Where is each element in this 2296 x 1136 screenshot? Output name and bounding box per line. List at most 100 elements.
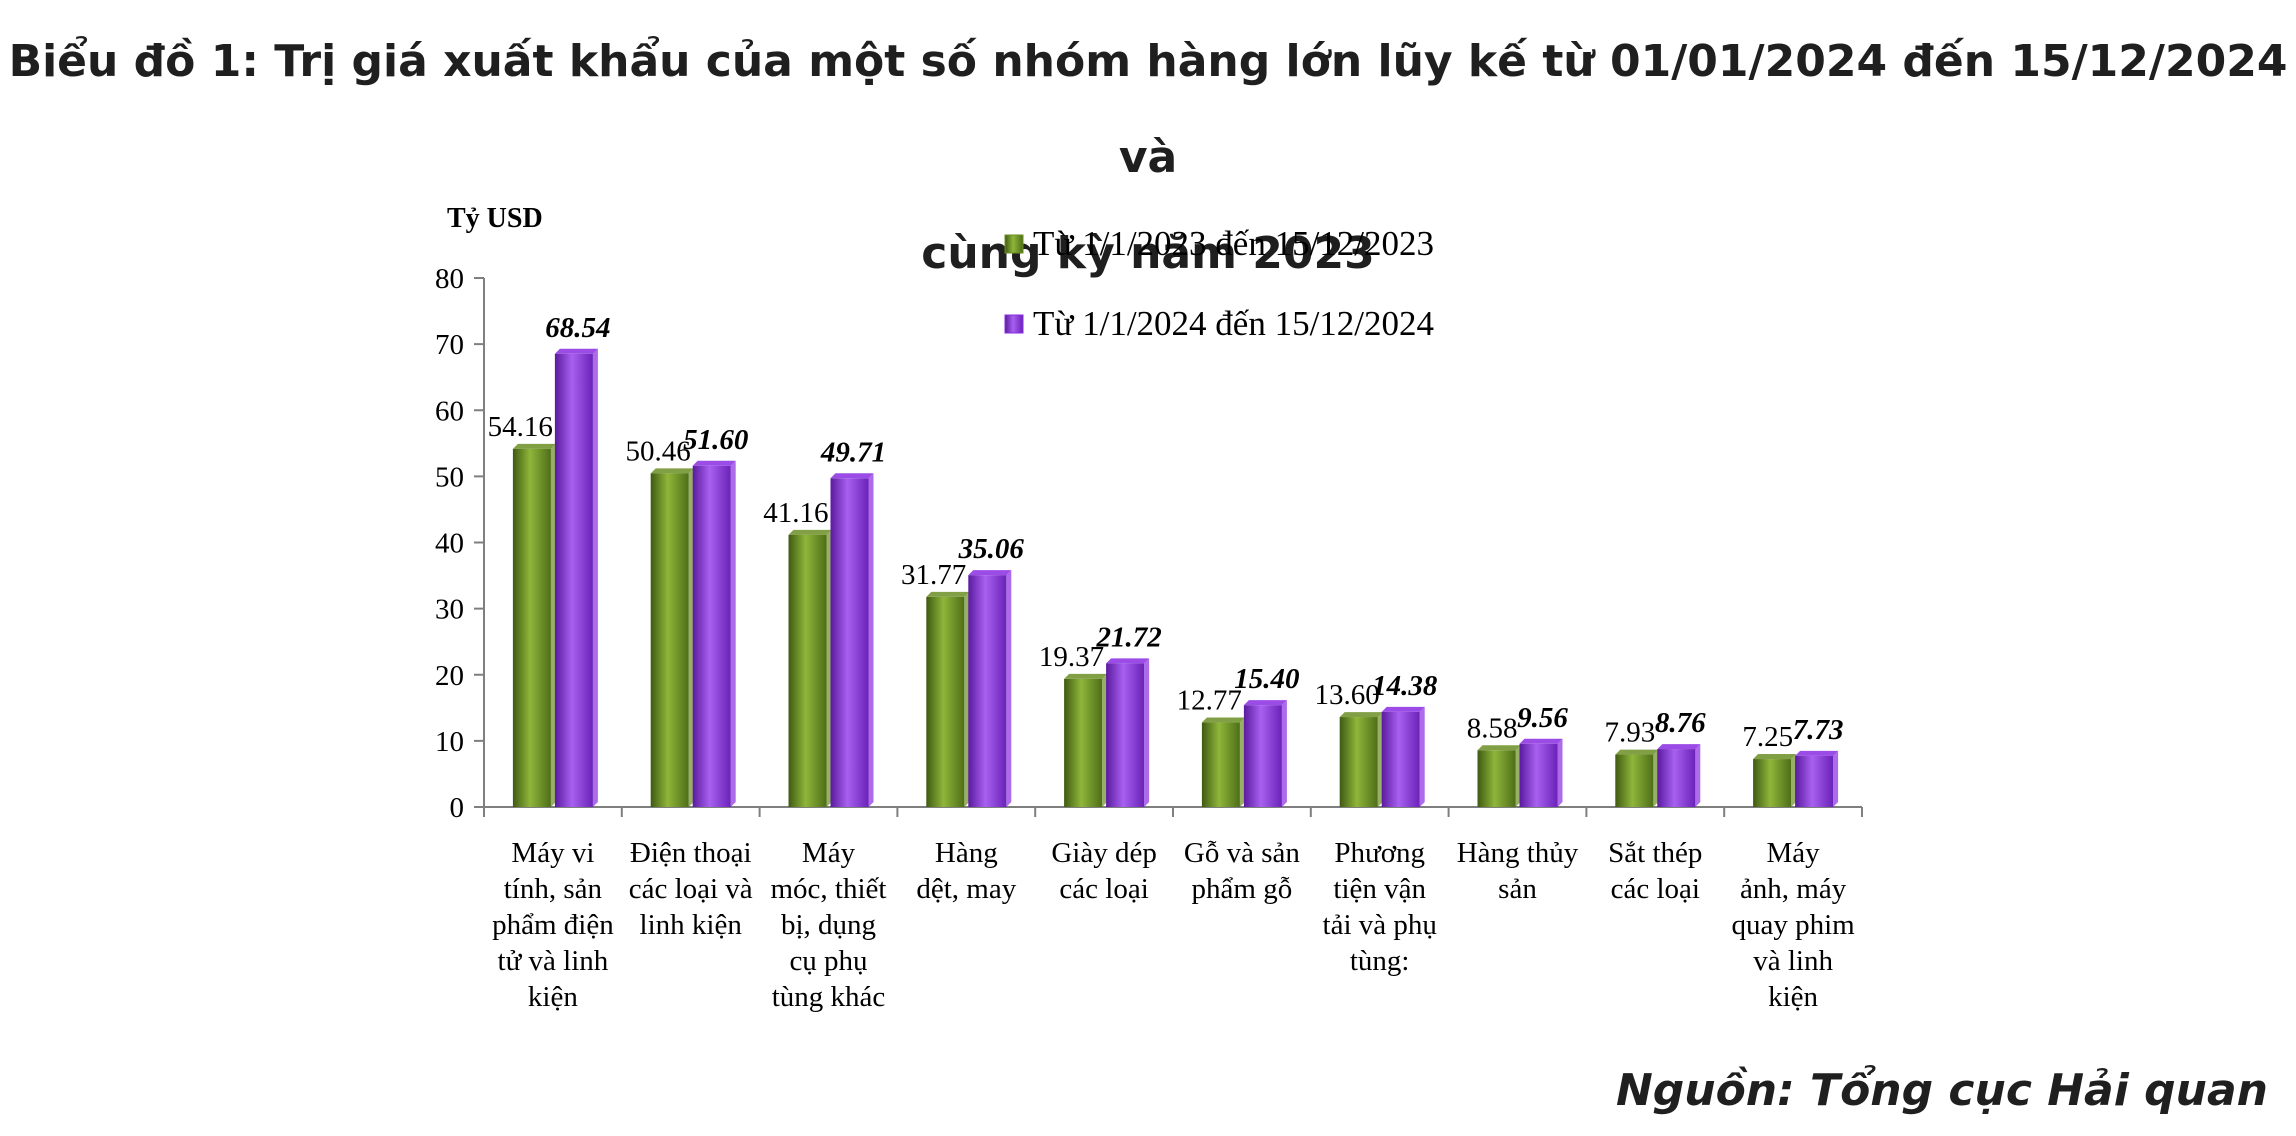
- x-category-label: Sắt thép các loại: [1608, 837, 1702, 905]
- bar-top-face: [926, 591, 970, 597]
- x-category-label: Hàng thủy sản: [1457, 837, 1579, 905]
- data-label-2024: 15.40: [1234, 663, 1299, 695]
- x-category-label-line: Hàng thủy: [1457, 837, 1579, 869]
- page-title: Biểu đồ 1: Trị giá xuất khẩu của một số …: [0, 14, 2296, 302]
- y-tick-label: 0: [450, 792, 465, 824]
- bar-top-face: [1477, 745, 1521, 751]
- x-category-label-line: tải và phụ: [1323, 909, 1437, 941]
- bar-top-face: [1064, 673, 1108, 679]
- x-category-label-line: bị, dụng: [781, 909, 876, 941]
- x-category-label: Máy ảnh, máy quay phim và linh kiện: [1731, 837, 1855, 1013]
- bar-top-face: [1201, 717, 1245, 723]
- x-category-label-line: tính, sản: [504, 873, 603, 905]
- x-category-label-line: Giày dép: [1051, 837, 1157, 869]
- data-label-2024: 35.06: [958, 533, 1025, 565]
- data-label-2023: 31.77: [901, 559, 966, 591]
- bar-2023: [1339, 717, 1378, 807]
- bar-side-face: [868, 473, 874, 807]
- bar-side-face: [1695, 744, 1701, 807]
- x-category-label-line: cụ phụ: [789, 945, 867, 977]
- y-tick-label: 10: [435, 726, 464, 758]
- bar-top-face: [968, 570, 1012, 576]
- x-category-label-line: dệt, may: [916, 873, 1016, 905]
- x-category-label: Gỗ và sản phẩm gỗ: [1184, 837, 1300, 905]
- x-category-label-line: Điện thoại: [630, 837, 752, 869]
- bar-2024: [554, 353, 593, 807]
- data-label-2024: 49.71: [820, 436, 886, 468]
- bar-side-face: [1557, 738, 1563, 807]
- x-category-label-line: kiện: [1768, 981, 1818, 1013]
- data-label-2024: 68.54: [545, 312, 610, 344]
- x-category-label-line: tử và linh: [498, 945, 609, 977]
- bar-side-face: [1377, 712, 1383, 807]
- data-label-2023: 7.93: [1605, 717, 1656, 749]
- x-category-label-line: tiện vận: [1333, 873, 1426, 905]
- bar-top-face: [788, 529, 832, 535]
- bar-2024: [1795, 755, 1834, 807]
- x-category-label-line: quay phim: [1731, 909, 1855, 941]
- x-category-label-line: Phương: [1334, 837, 1425, 869]
- x-category-label-line: Máy: [1767, 837, 1821, 869]
- y-tick-label: 40: [435, 528, 464, 560]
- bar-side-face: [730, 460, 736, 807]
- bar-side-face: [826, 529, 832, 807]
- source-note: Nguồn: Tổng cục Hải quan: [1615, 1065, 2268, 1116]
- data-label-2023: 13.60: [1314, 679, 1379, 711]
- bar-top-face: [1106, 658, 1150, 664]
- bar-2023: [1201, 722, 1240, 807]
- bar-2024: [1381, 711, 1420, 807]
- legend: Từ 1/1/2023 đến 15/12/2023 Từ 1/1/2024 đế…: [1004, 224, 1434, 343]
- bar-side-face: [1419, 706, 1425, 807]
- data-label-2024: 14.38: [1372, 670, 1438, 702]
- y-tick-label: 80: [435, 263, 464, 295]
- bar-side-face: [1791, 754, 1797, 807]
- legend-label: Từ 1/1/2024 đến 15/12/2024: [1033, 304, 1434, 343]
- x-category-label-line: Máy: [802, 837, 856, 869]
- bar-side-face: [1239, 717, 1245, 807]
- bar-top-face: [692, 460, 736, 466]
- bar-2023: [926, 596, 965, 807]
- x-category-label-line: kiện: [528, 981, 578, 1013]
- x-category-label-line: các loại: [1611, 873, 1700, 905]
- legend-swatch: [1004, 314, 1024, 334]
- y-axis-label: Tỷ USD: [447, 203, 543, 234]
- y-tick-label: 30: [435, 594, 464, 626]
- x-category-label-line: Gỗ và sản: [1184, 837, 1300, 869]
- bar-top-face: [1795, 750, 1839, 756]
- x-category-label-line: sản: [1498, 873, 1537, 905]
- bar-top-face: [1243, 700, 1287, 706]
- bar-2024: [968, 575, 1007, 807]
- page-title-line-2: cùng kỳ năm 2023: [921, 228, 1375, 279]
- x-category-label-line: Hàng: [935, 837, 998, 869]
- x-category-label-line: phẩm điện: [492, 909, 614, 941]
- data-label-2024: 21.72: [1095, 621, 1161, 653]
- bar-side-face: [550, 443, 556, 807]
- x-category-label-line: các loại: [1059, 873, 1148, 905]
- x-category-label-line: Sắt thép: [1608, 837, 1702, 869]
- bar-2023: [788, 534, 827, 807]
- data-label-2023: 54.16: [488, 411, 553, 443]
- y-tick-label: 70: [435, 329, 464, 361]
- x-category-label-line: các loại và: [629, 873, 753, 905]
- bar-side-face: [1515, 745, 1521, 807]
- bar-2024: [1519, 743, 1558, 807]
- data-label-2023: 19.37: [1039, 641, 1104, 673]
- x-category-label-line: ảnh, máy: [1740, 873, 1847, 905]
- bar-side-face: [1006, 570, 1012, 807]
- y-tick-label: 50: [435, 461, 464, 493]
- x-category-label: Giày dép các loại: [1051, 837, 1157, 905]
- y-axis: 0 10 20 30 40 50 60 70 80: [435, 263, 485, 824]
- data-labels: 54.16 50.46 41.16 31.77 19.37 12.77 13.60 8.58 7…: [488, 312, 1844, 753]
- data-label-2023: 50.46: [625, 435, 690, 467]
- data-label-2023: 8.58: [1467, 712, 1518, 744]
- x-category-label-line: phẩm gỗ: [1192, 873, 1293, 905]
- bar-top-face: [554, 348, 598, 354]
- data-label-2024: 51.60: [683, 424, 748, 456]
- x-axis: Máy vi tính, sản phẩm điện tử và linh kiện Đi…: [483, 806, 1863, 1013]
- data-label-2023: 41.16: [763, 497, 828, 529]
- bar-top-face: [1339, 712, 1383, 718]
- x-category-label: Máy móc, thiết bị, dụng cụ phụ tùng khác: [771, 837, 887, 1013]
- y-tick-label: 20: [435, 660, 464, 692]
- x-category-label: Máy vi tính, sản phẩm điện tử và linh kiện: [492, 837, 614, 1013]
